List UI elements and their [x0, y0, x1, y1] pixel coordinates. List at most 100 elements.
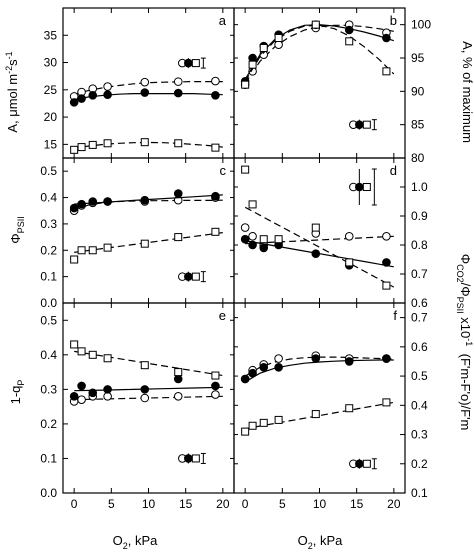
- legend-open-square-d: [362, 183, 371, 191]
- point-filled-circle-d: [311, 249, 321, 258]
- xlabel-left: O2, kPa: [113, 533, 159, 551]
- point-square-b: [259, 44, 268, 52]
- ylabel-d-sub2: PSII: [455, 297, 465, 314]
- fit-line-f-open-square: [245, 401, 394, 430]
- xtick-label-e: 20: [216, 497, 230, 511]
- panel-c: 0.0 0.1 0.2 0.3 0.4 0.5 c: [40, 157, 235, 310]
- ytick-label-c: 0.2: [40, 243, 57, 257]
- point-square-b: [274, 34, 283, 42]
- point-open-circle-e: [173, 391, 183, 401]
- ylabel-a-mid: s: [5, 59, 20, 66]
- legend-open-square-f: [362, 459, 371, 468]
- ytick-label-c: 0.1: [40, 270, 57, 284]
- panel-letter-d: d: [390, 163, 397, 178]
- point-open-circle-f: [274, 354, 283, 363]
- point-square-a: [103, 139, 112, 148]
- ytick-label-d: 0.9: [411, 209, 428, 223]
- fit-line-b-open-circle: [244, 24, 394, 84]
- point-square-f: [274, 415, 283, 424]
- ytick-label-f: 0.6: [411, 340, 428, 354]
- xtick-label-e: 15: [179, 497, 193, 511]
- point-filled-circle-d: [240, 234, 250, 244]
- fit-line-e-open-square: [74, 350, 223, 377]
- point-open-circle-d: [248, 232, 257, 241]
- fit-line-d-open-circle: [245, 235, 394, 245]
- point-square-a: [140, 138, 149, 147]
- ylabel-a-main: A, μmol m: [5, 74, 20, 133]
- point-square-c: [103, 243, 112, 252]
- point-filled-circle-a: [69, 98, 79, 107]
- point-square-e: [77, 347, 86, 356]
- point-square-e: [140, 361, 149, 370]
- xlabel-right-rest: , kPa: [313, 533, 343, 548]
- legend-filled-circle-b: [355, 120, 364, 129]
- point-square-f: [259, 418, 268, 427]
- ylabel-d-post: x10: [458, 314, 473, 339]
- point-square-c: [140, 239, 149, 248]
- point-square-d: [259, 235, 268, 244]
- xtick-label-f: 15: [350, 497, 364, 511]
- ytick-label-d: 0.7: [411, 267, 428, 281]
- ytick-label-e: 0.3: [40, 382, 57, 396]
- ytick-label-f: 0.1: [411, 486, 428, 500]
- point-filled-circle-a: [77, 94, 86, 103]
- point-square-d: [382, 281, 391, 290]
- ytick-label-c: 0.3: [40, 217, 57, 231]
- point-square-f: [311, 410, 320, 419]
- point-square-c: [77, 246, 86, 255]
- point-filled-circle-c: [173, 189, 183, 198]
- point-square-c: [174, 233, 183, 242]
- ylabel-f: (F'm-F'o)/F'm: [458, 354, 473, 431]
- ytick-label-d: 0.8: [411, 238, 428, 252]
- ytick-label-e: 0.4: [40, 348, 57, 362]
- ytick-label-c: 0.5: [40, 164, 57, 178]
- point-square-b: [311, 20, 320, 29]
- point-filled-circle-b: [248, 53, 257, 63]
- panel-c-frame: [62, 157, 235, 304]
- ylabel-d: ΦCO2/ΦPSII x10-1: [455, 254, 474, 346]
- fit-line-d-open-square: [244, 206, 395, 288]
- point-filled-circle-f: [240, 374, 250, 384]
- panel-letter-e: e: [219, 308, 226, 323]
- point-filled-circle-f: [344, 357, 354, 366]
- point-square-f: [241, 427, 250, 436]
- point-filled-circle-d: [259, 243, 269, 253]
- point-filled-circle-a: [173, 88, 183, 98]
- xlabel-left-main: O: [113, 533, 123, 548]
- xtick-label-f: 5: [279, 497, 286, 511]
- point-filled-circle-b: [344, 25, 354, 35]
- ytick-label-a: 35: [44, 28, 58, 42]
- ytick-label-c: 0.4: [40, 191, 57, 205]
- point-filled-circle-e: [103, 385, 112, 394]
- panel-f: 0.1 0.2 0.3 0.4 0.5 0.6 0.7 0 5 10 15 20 f: [233, 302, 428, 511]
- point-filled-circle-c: [140, 195, 150, 205]
- ylabel-a-sup1: -2: [4, 66, 14, 74]
- fit-line-b-open-square: [244, 24, 395, 82]
- point-square-d: [241, 165, 250, 174]
- ylabel-d-slash: /Φ: [458, 283, 473, 297]
- ytick-label-d: 1.0: [411, 180, 428, 194]
- point-open-circle-b: [274, 40, 283, 49]
- panel-letter-c: c: [220, 163, 227, 178]
- point-filled-circle-f: [274, 363, 283, 372]
- point-square-b: [248, 60, 257, 69]
- panel-b-frame: [233, 7, 406, 159]
- point-filled-circle-e: [211, 381, 220, 391]
- point-square-c: [211, 227, 220, 236]
- point-filled-circle-a: [88, 90, 98, 100]
- point-square-c: [70, 255, 79, 264]
- legend-filled-circle-e: [184, 454, 193, 463]
- fit-line-e-open-circle: [74, 395, 223, 401]
- ytick-label-b: 85: [411, 118, 425, 132]
- ytick-label-e: 0.2: [40, 417, 57, 431]
- point-square-b: [241, 80, 250, 89]
- legend-filled-circle-c: [184, 272, 193, 281]
- point-filled-circle-c: [103, 197, 112, 206]
- ylabel-c-main: Φ: [8, 233, 23, 243]
- point-open-circle-a: [140, 77, 150, 87]
- ylabel-d-sup: -1: [464, 338, 474, 346]
- xlabel-right-sub: 2: [308, 541, 313, 551]
- panel-f-frame: [233, 302, 406, 494]
- point-filled-circle-e: [88, 388, 98, 398]
